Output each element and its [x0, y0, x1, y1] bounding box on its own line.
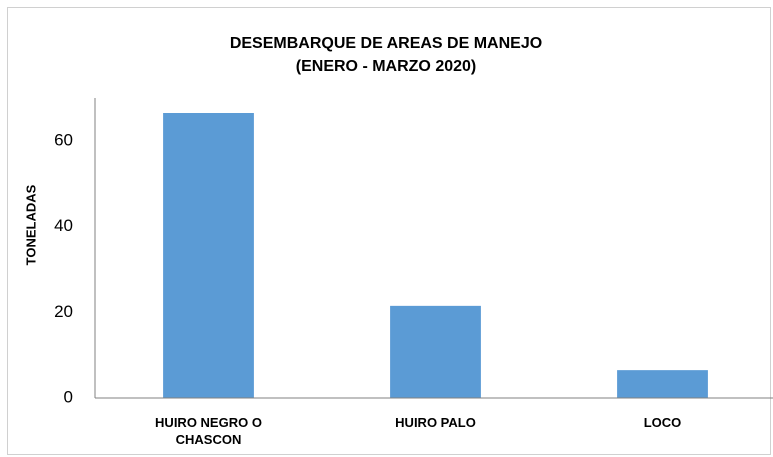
x-tick-label: LOCO: [644, 415, 682, 430]
y-tick-label: 40: [54, 216, 73, 235]
bar: [617, 370, 708, 398]
x-tick-label: HUIRO NEGRO O CHASCON: [155, 415, 262, 447]
chart-subtitle: (ENERO - MARZO 2020): [296, 58, 476, 75]
y-tick-label: 20: [54, 302, 73, 321]
x-tick-label: HUIRO PALO: [395, 415, 476, 430]
chart-title: DESEMBARQUE DE AREAS DE MANEJO: [230, 35, 542, 52]
y-tick-label: 0: [64, 387, 73, 406]
bar: [163, 113, 254, 398]
y-tick-label: 60: [54, 130, 73, 149]
bar: [390, 305, 481, 398]
y-axis-label: TONELADAS: [23, 184, 38, 265]
